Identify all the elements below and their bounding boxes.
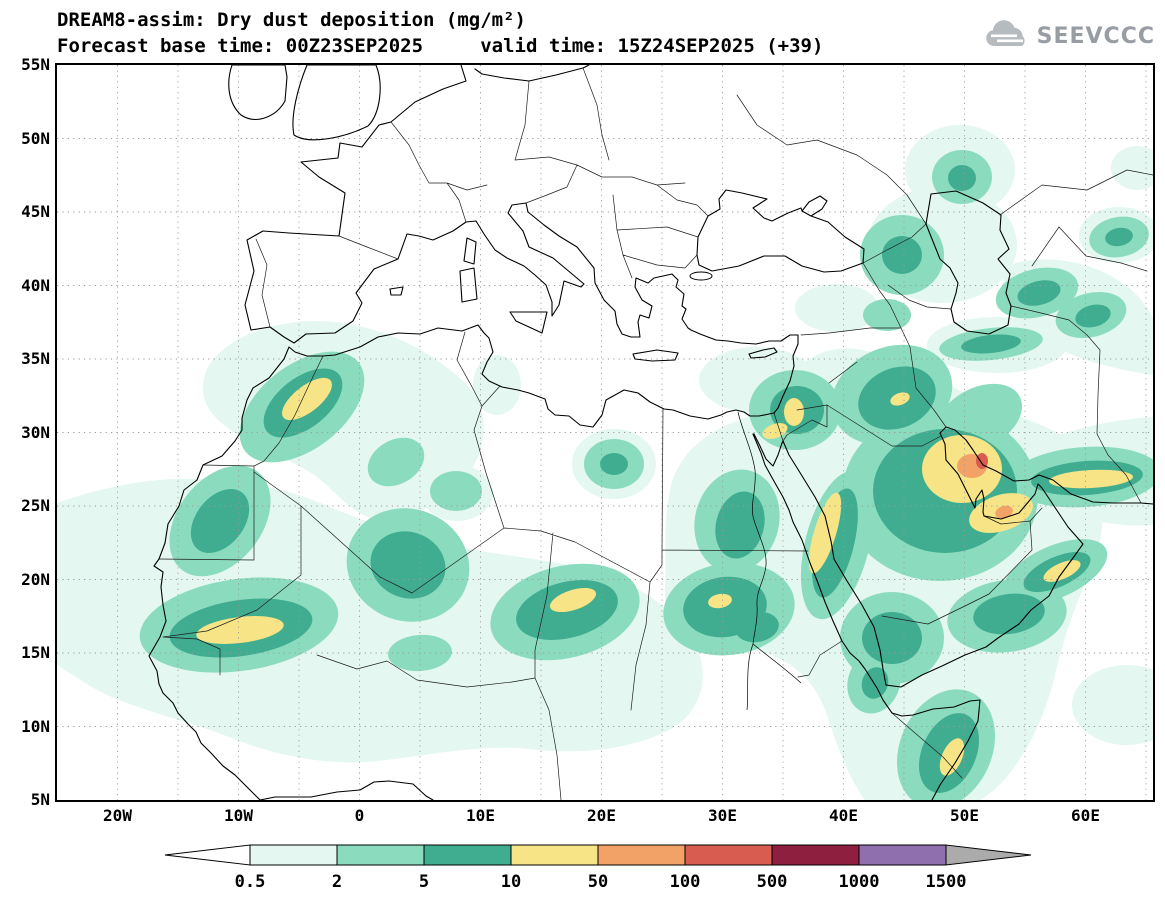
- x-axis-tick-label: 30E: [708, 806, 737, 825]
- colorbar-segment: [597, 844, 686, 866]
- colorbar-segment: [249, 844, 338, 866]
- coast-caspian-sea: [925, 190, 1012, 335]
- y-axis-tick-label: 5N: [30, 790, 50, 809]
- x-axis-tick-label: 50E: [950, 806, 979, 825]
- coast-islands-mediterranean: [389, 237, 778, 362]
- figure-title: DREAM8-assim: Dry dust deposition (mg/m²…: [57, 9, 526, 31]
- latlon-grid: [57, 65, 1153, 800]
- colorbar-tick-label: 5: [418, 872, 430, 892]
- colorbar-segment: [858, 844, 947, 866]
- colorbar-tick-label: 10: [500, 872, 522, 892]
- y-axis-tick-label: 10N: [21, 716, 50, 736]
- coast-black-sea: [696, 189, 865, 273]
- x-axis-tick-label: 10W: [224, 806, 253, 825]
- colorbar-tick-label: 2: [331, 872, 343, 892]
- coast-arabia-gulf-iran: [753, 426, 1153, 688]
- colorbar-segment: [510, 844, 599, 866]
- colorbar-tick-label: 0.5: [234, 872, 266, 892]
- colorbar-arrow-above: [945, 844, 1032, 866]
- colorbar-tick-label: 100: [669, 872, 701, 892]
- coastlines: [148, 65, 1153, 800]
- colorbar-segment: [684, 844, 773, 866]
- x-axis-tick-label: 0: [354, 806, 365, 825]
- x-axis-tick-label: 20E: [587, 806, 616, 825]
- colorbar: [163, 843, 1033, 867]
- x-axis-tick-label: 20W: [103, 806, 132, 825]
- colorbar-tick-label: 50: [587, 872, 609, 892]
- y-axis-tick-label: 40N: [21, 275, 50, 295]
- y-axis-tick-label: 55N: [21, 55, 50, 74]
- map-frame: [55, 63, 1155, 802]
- colorbar-tick-label: 1000: [838, 872, 880, 892]
- y-axis-tick-label: 30N: [21, 422, 50, 442]
- colorbar-arrow-below: [164, 844, 251, 866]
- coast-europe-africa: [148, 65, 799, 800]
- dust-level-100-500: [976, 453, 988, 469]
- seevccc-logo: SEEVCCC: [983, 20, 1155, 52]
- sea-of-marmara: [689, 271, 713, 281]
- x-axis-tick-label: 10E: [466, 806, 495, 825]
- nile-river: [737, 411, 802, 711]
- cloud-icon: [985, 20, 1025, 46]
- colorbar-segment: [771, 844, 860, 866]
- colorbar-tick-label: 1500: [925, 872, 967, 892]
- x-axis-tick-label: 40E: [829, 806, 858, 825]
- figure-subtitle: Forecast base time: 00Z23SEP2025 valid t…: [57, 35, 824, 57]
- y-axis-tick-label: 50N: [21, 128, 50, 148]
- figure-titles: DREAM8-assim: Dry dust deposition (mg/m²…: [57, 7, 823, 59]
- x-axis-tick-label: 60E: [1071, 806, 1100, 825]
- y-axis-tick-label: 25N: [21, 496, 50, 515]
- country-borders: [158, 67, 1153, 800]
- coast-red-sea-horn: [752, 433, 981, 800]
- logo-text: SEEVCCC: [1036, 23, 1155, 49]
- coast-baltic: [474, 65, 590, 82]
- y-axis-tick-label: 15N: [21, 643, 50, 662]
- colorbar-segment: [423, 844, 512, 866]
- y-axis-tick-label: 45N: [21, 202, 50, 221]
- y-axis-tick-label: 35N: [21, 349, 50, 368]
- coast-british-isles: [228, 65, 381, 141]
- map-canvas: [57, 65, 1153, 800]
- colorbar-segment: [336, 844, 425, 866]
- y-axis-tick-label: 20N: [21, 569, 50, 589]
- colorbar-tick-label: 500: [756, 872, 788, 892]
